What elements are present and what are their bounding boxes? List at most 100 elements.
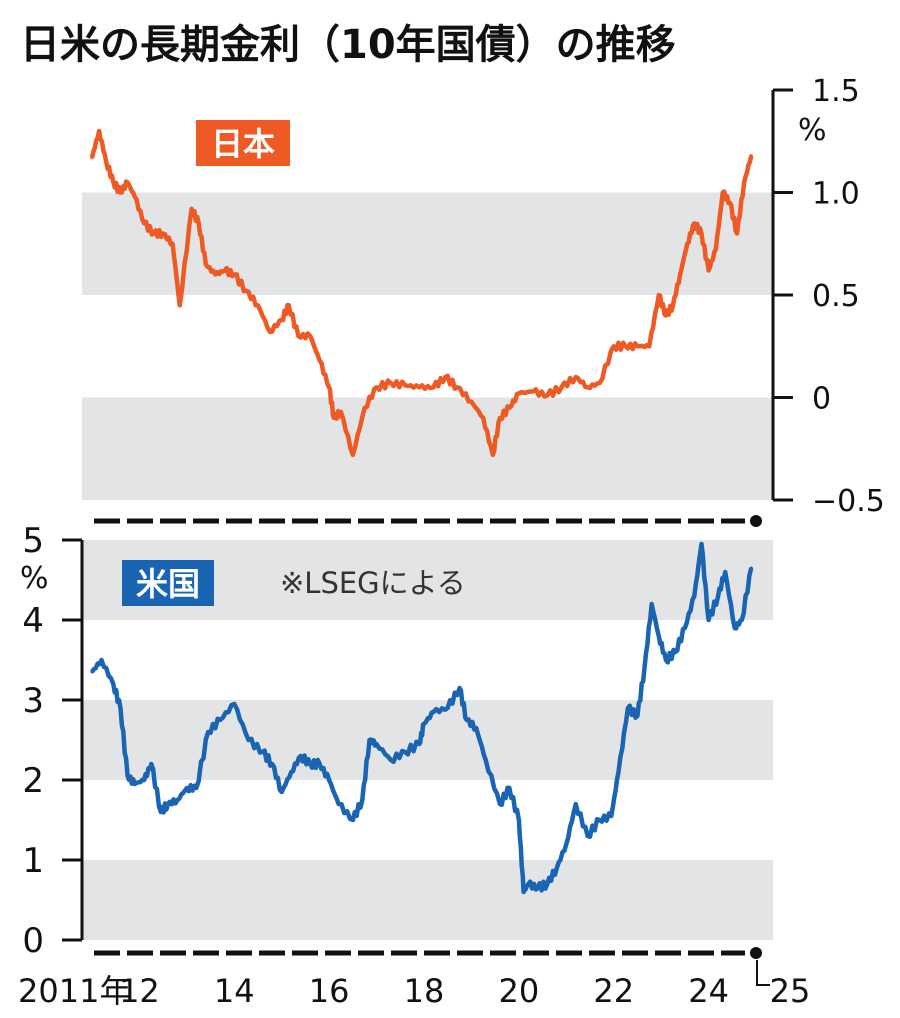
- us-point: [367, 738, 371, 742]
- us-tick-label: 3: [22, 681, 44, 721]
- us-point: [635, 714, 639, 718]
- japan-point: [375, 385, 379, 389]
- japan-point: [749, 154, 753, 158]
- source-note: ※LSEGによる: [280, 566, 466, 600]
- us-point: [126, 774, 130, 778]
- japan-point: [685, 242, 689, 246]
- us-tick-label: 0: [22, 921, 44, 961]
- japan-point: [678, 273, 682, 276]
- us-point: [99, 658, 103, 662]
- japan-point: [161, 232, 165, 235]
- japan-point: [363, 406, 367, 410]
- us-point: [707, 618, 711, 622]
- us-point: [733, 626, 737, 630]
- japan-point: [244, 289, 248, 293]
- japan-point: [507, 406, 511, 410]
- japan-point: [431, 385, 435, 389]
- japan-tick-label: 0.5: [812, 279, 860, 314]
- us-point: [564, 842, 568, 846]
- us-point: [194, 786, 198, 790]
- x-tick-label: 12: [119, 972, 160, 1010]
- us-point: [465, 718, 469, 722]
- japan-x-axis: [94, 515, 762, 527]
- us-point: [299, 754, 303, 758]
- us-point: [446, 706, 450, 710]
- us-point: [118, 706, 122, 710]
- japan-point: [287, 303, 291, 307]
- japan-point: [714, 248, 718, 252]
- us-point: [142, 778, 146, 782]
- japan-y-ticks: 1.5 1.0 0.5 0 −0.5: [773, 74, 885, 519]
- us-point: [431, 710, 435, 714]
- us-point: [360, 798, 364, 802]
- us-point: [626, 706, 630, 710]
- japan-point: [517, 391, 521, 395]
- x-tick-label: 20: [498, 972, 539, 1010]
- japan-point: [403, 383, 407, 387]
- japan-point: [624, 344, 628, 348]
- chart-title: 日米の長期金利（10年国債）の推移: [20, 22, 676, 68]
- us-point: [166, 802, 170, 806]
- us-point: [90, 670, 94, 674]
- us-point: [517, 818, 521, 822]
- japan-point: [104, 160, 108, 164]
- us-point: [289, 770, 293, 774]
- japan-point: [339, 410, 343, 414]
- us-band-1: [82, 700, 773, 780]
- japan-point: [560, 385, 564, 389]
- japan-point: [111, 180, 115, 184]
- japan-point: [597, 381, 601, 385]
- japan-unit: %: [798, 113, 827, 148]
- us-point: [749, 566, 753, 570]
- japan-tick-label: 1.0: [812, 177, 860, 212]
- x-tick-label: 16: [309, 972, 350, 1010]
- x-tick-label: 2011年: [18, 972, 131, 1010]
- us-point: [389, 758, 393, 762]
- us-y-ticks: 5 4 3 2 1 0: [22, 521, 82, 961]
- us-point: [609, 814, 613, 818]
- japan-point: [657, 293, 661, 297]
- japan-point: [223, 268, 227, 272]
- us-point: [498, 802, 502, 806]
- japan-point: [133, 195, 137, 199]
- us-point: [327, 778, 331, 782]
- us-label-bg: [122, 560, 214, 606]
- us-point: [664, 658, 668, 662]
- us-point: [318, 762, 322, 766]
- us-band-2: [82, 860, 773, 940]
- us-point: [422, 722, 426, 726]
- x-end-connector: [756, 960, 770, 986]
- japan-point: [178, 303, 182, 307]
- japan-point: [90, 156, 94, 160]
- japan-point: [586, 385, 590, 389]
- us-x-axis: [94, 947, 762, 959]
- us-point: [280, 790, 284, 794]
- japan-axis-end-dot: [750, 515, 762, 527]
- us-point: [111, 682, 115, 686]
- us-point: [643, 666, 647, 670]
- us-point: [650, 602, 654, 606]
- us-label: 米国: [136, 565, 200, 603]
- us-point: [308, 762, 312, 766]
- japan-point: [256, 303, 260, 307]
- japan-point: [280, 318, 284, 322]
- us-point: [403, 750, 407, 754]
- us-point: [574, 802, 578, 806]
- japan-point: [232, 273, 236, 276]
- japan-band-1: [82, 397, 773, 500]
- us-point: [247, 738, 251, 742]
- japan-point: [171, 242, 175, 246]
- us-point: [175, 798, 179, 802]
- us-point: [232, 702, 236, 706]
- japan-point: [190, 207, 194, 211]
- us-point: [586, 834, 590, 838]
- us-point: [270, 762, 274, 766]
- japan-point: [491, 453, 495, 457]
- japan-point: [671, 303, 675, 307]
- japan-point: [118, 191, 122, 194]
- us-point: [673, 650, 677, 654]
- japan-point: [417, 385, 421, 389]
- us-point: [474, 726, 478, 730]
- x-tick-label: 25: [770, 972, 811, 1010]
- japan-point: [268, 330, 272, 334]
